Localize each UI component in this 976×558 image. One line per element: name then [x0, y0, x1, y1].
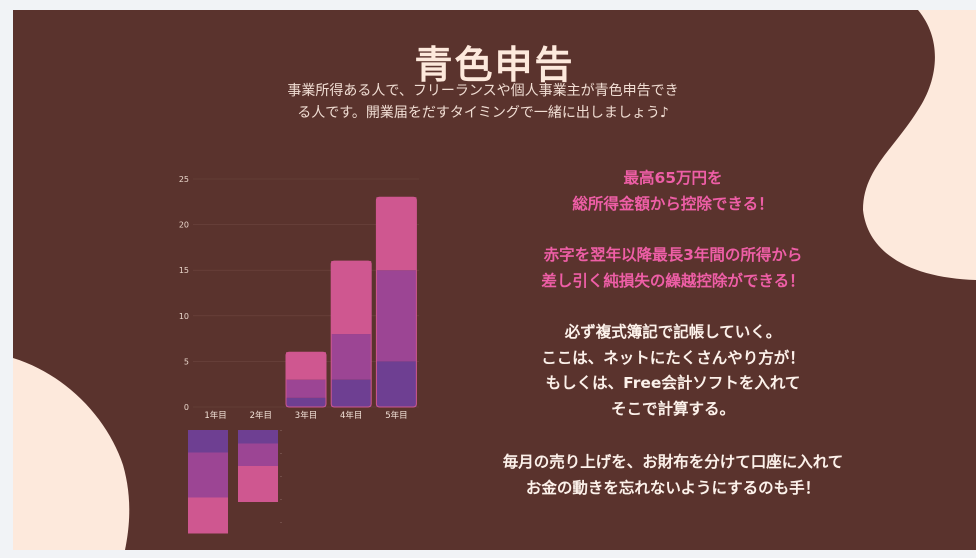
note-line: そこで計算する。 [610, 399, 735, 418]
bar-segment [376, 197, 417, 271]
bar-outline [330, 260, 372, 408]
mirrored-bar-segment [188, 497, 228, 534]
y-tick-label: 20 [179, 221, 189, 230]
mirrored-bar-segment [188, 452, 228, 498]
y-tick-label: 25 [179, 175, 189, 184]
x-tick-label: 1年目 [204, 410, 226, 421]
bar-segment [331, 261, 372, 335]
mirrored-bar-segment [238, 443, 278, 466]
subtitle-line: 事業所得ある人で、フリーランスや個人事業主が青色申告でき [287, 83, 679, 99]
bar-segment [286, 352, 326, 380]
bottom-left-blob [13, 358, 130, 550]
bar-segment [286, 379, 326, 398]
slide: 青色申告 事業所得ある人で、フリーランスや個人事業主が青色申告でき る人です。開… [13, 10, 976, 550]
bar-segment [331, 379, 372, 407]
note-line: もしくは、Free会計ソフトを入れて [545, 374, 801, 392]
x-tick-label: 2年目 [250, 410, 272, 421]
x-tick-label: 3年目 [295, 410, 317, 421]
bar-segment [286, 397, 326, 407]
y-tick-label: 5 [184, 357, 189, 366]
decorative-blobs [13, 10, 976, 550]
bar-segment [331, 334, 372, 380]
highlight-line: 赤字を翌年以降最長3年間の所得から [543, 246, 803, 264]
page-title: 青色申告 [414, 43, 575, 87]
note-line: 毎月の売り上げを、お財布を分けて口座に入れて [502, 453, 844, 471]
bar-segment [376, 361, 417, 407]
mirrored-bar-segment [238, 430, 278, 444]
x-tick-label: 5年目 [385, 410, 407, 421]
note-line: 必ず複式簿記で記帳していく。 [564, 323, 782, 341]
mirrored-bar-segment [238, 466, 278, 502]
highlight-line: 総所得金額から控除できる！ [572, 194, 774, 213]
highlight-line: 差し引く純損失の繰越控除ができる！ [541, 271, 805, 290]
bar-outline [375, 196, 417, 408]
note-line: お金の動きを忘れないようにするのも手！ [525, 478, 821, 497]
bar-outline [285, 351, 327, 408]
mirrored-bar-segment [188, 430, 228, 453]
note-line: ここは、ネットにたくさんやり方が！ [541, 348, 805, 367]
highlight-line: 最高65万円を [623, 169, 723, 187]
y-tick-label: 15 [179, 266, 189, 275]
subtitle-line: る人です。開業届をだすタイミングで一緒に出しましょう♪ [297, 105, 669, 121]
subtitle: 事業所得ある人で、フリーランスや個人事業主が青色申告でき る人です。開業届をだす… [233, 80, 733, 124]
x-tick-label: 4年目 [340, 410, 362, 421]
stacked-bar-chart: 0 5 10 15 20 25 1年目 2年目 3年目 4年目 5年目 [179, 175, 419, 534]
top-right-blob [863, 10, 976, 280]
bar-segment [376, 270, 417, 362]
key-points: 最高65万円を 総所得金額から控除できる！ 赤字を翌年以降最長3年間の所得から … [453, 166, 893, 501]
y-tick-label: 0 [184, 403, 189, 412]
y-tick-label: 10 [179, 312, 189, 321]
